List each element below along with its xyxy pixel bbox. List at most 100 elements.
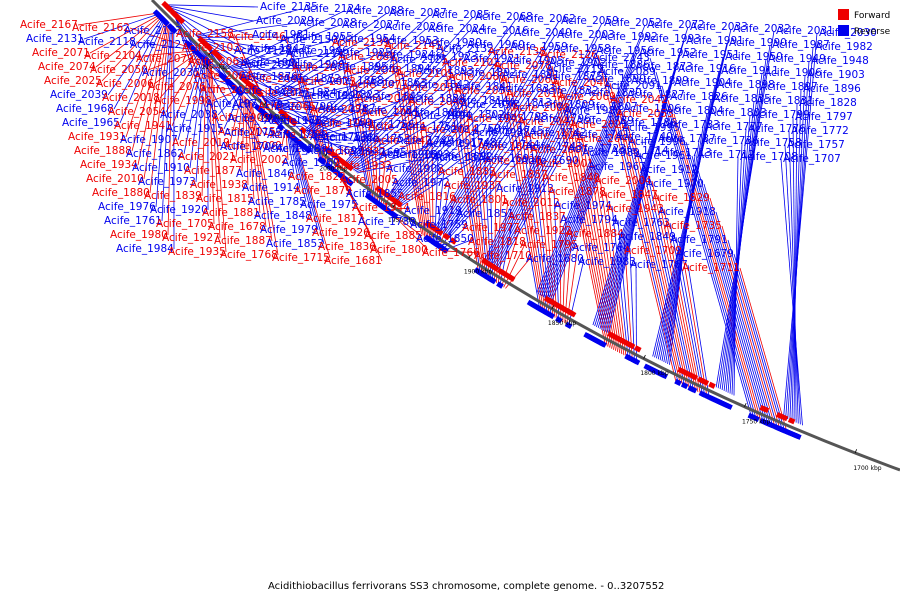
gene-feature xyxy=(599,340,607,348)
leader-line xyxy=(291,50,322,161)
gene-label: Acife_2038 xyxy=(160,109,218,121)
gene-label: Acife_1755 xyxy=(224,127,282,139)
gene-feature xyxy=(304,145,312,154)
gene-label: Acife_1723 xyxy=(568,143,626,155)
gene-label: Acife_1925 xyxy=(334,47,392,59)
gene-feature xyxy=(299,126,308,135)
gene-label: Acife_2050 xyxy=(90,64,148,76)
leader-line xyxy=(230,24,341,69)
gene-label: Acife_1849 xyxy=(618,231,676,243)
gene-label: Acife_2080 xyxy=(448,71,506,83)
gene-feature-track xyxy=(152,0,802,440)
gene-label: Acife_1909 xyxy=(380,149,438,161)
leader-line xyxy=(596,54,681,328)
gene-label: Acife_2020 xyxy=(484,155,542,167)
leader-line xyxy=(445,132,528,237)
gene-label: Acife_2124 xyxy=(303,3,361,15)
gene-label: Acife_1955 xyxy=(295,31,353,43)
gene-label: Acife_1965 xyxy=(62,117,120,129)
leader-line xyxy=(617,219,631,359)
gene-label: Acife_1777 xyxy=(705,121,763,133)
leader-line xyxy=(597,68,677,329)
leader-line xyxy=(581,135,619,353)
gene-feature xyxy=(318,157,327,166)
gene-label: Acife_2062 xyxy=(518,13,576,25)
gene-label: Acife_1705 xyxy=(156,218,214,230)
gene-label: Acife_1789 xyxy=(576,115,634,127)
leader-line xyxy=(223,92,241,130)
gene-label: Acife_2145 xyxy=(384,40,442,52)
gene-label: Acife_1907 xyxy=(120,134,178,146)
gene-label: Acife_1784 xyxy=(361,105,419,117)
gene-label: Acife_1926 xyxy=(312,227,370,239)
leader-line xyxy=(792,116,797,423)
leader-line xyxy=(349,67,373,199)
gene-feature xyxy=(564,321,573,329)
gene-feature xyxy=(787,417,796,425)
scale-tick-label: 1750 kbp xyxy=(742,418,770,425)
leader-line xyxy=(309,92,326,164)
gene-label: Acife_1970 xyxy=(646,178,704,190)
leader-line xyxy=(551,150,610,302)
gene-label: Acife_1927 xyxy=(162,232,220,244)
gene-label: Acife_1832 xyxy=(541,85,599,97)
gene-feature xyxy=(255,89,264,98)
gene-label: Acife_2044 xyxy=(368,121,426,133)
gene-label: Acife_2077 xyxy=(350,79,408,91)
gene-label: Acife_1875 xyxy=(545,71,603,83)
leader-line xyxy=(119,20,165,124)
leader-line xyxy=(663,208,701,394)
leader-line xyxy=(161,28,172,222)
leader-line xyxy=(251,102,279,256)
scale-tick xyxy=(551,305,555,310)
gene-label: Acife_1972 xyxy=(392,177,450,189)
gene-label: Acife_2006 xyxy=(96,78,154,90)
gene-label: Acife_2069 xyxy=(558,91,616,103)
gene-label: Acife_1961 xyxy=(634,150,692,162)
leader-line xyxy=(546,108,622,300)
gene-feature xyxy=(390,211,399,220)
gene-label: Acife_2070 xyxy=(356,93,414,105)
gene-label: Acife_1837 xyxy=(508,211,566,223)
scale-tick xyxy=(744,402,747,407)
leader-line xyxy=(273,104,360,112)
leader-line xyxy=(77,12,157,26)
leader-line xyxy=(235,71,325,82)
leader-line xyxy=(159,53,199,99)
gene-feature xyxy=(708,381,716,389)
gene-label: Acife_1749 xyxy=(396,135,454,147)
gene-label: Acife_1822 xyxy=(288,171,346,183)
leader-line xyxy=(391,60,505,199)
leader-line xyxy=(173,13,219,148)
gene-label: Acife_1937 xyxy=(444,180,502,192)
scale-tick-label: 1800 kbp xyxy=(640,370,668,377)
gene-label: Acife_1901 xyxy=(244,57,302,69)
gene-label: Acife_1998 xyxy=(154,95,212,107)
leader-line xyxy=(210,65,227,253)
gene-label: Acife_1785 xyxy=(248,196,306,208)
gene-label: Acife_1902 xyxy=(549,57,607,69)
gene-label: Acife_1814 xyxy=(451,95,509,107)
gene-label: Acife_1979 xyxy=(260,224,318,236)
leader-line xyxy=(485,36,599,263)
leader-line xyxy=(784,144,801,425)
leader-line xyxy=(267,40,380,101)
leader-line xyxy=(492,106,579,267)
gene-label: Acife_2079 xyxy=(136,53,194,65)
gene-label: Acife_1799 xyxy=(752,109,810,121)
leader-line xyxy=(444,238,475,251)
gene-label: Acife_1993 xyxy=(643,33,701,45)
leader-line xyxy=(165,4,259,8)
leader-line xyxy=(715,211,778,428)
leader-line xyxy=(489,78,587,265)
leader-line xyxy=(183,58,204,155)
gene-label: Acife_1868 xyxy=(326,75,384,87)
gene-label: Acife_2126 xyxy=(540,49,598,61)
gene-feature xyxy=(680,382,689,390)
gene-feature xyxy=(346,163,354,172)
gene-label: Acife_1920 xyxy=(150,204,208,216)
gene-label: Acife_1753 xyxy=(310,131,368,143)
leader-line xyxy=(308,70,415,135)
gene-label: Acife_1698 xyxy=(263,143,321,155)
leader-line xyxy=(545,51,606,346)
